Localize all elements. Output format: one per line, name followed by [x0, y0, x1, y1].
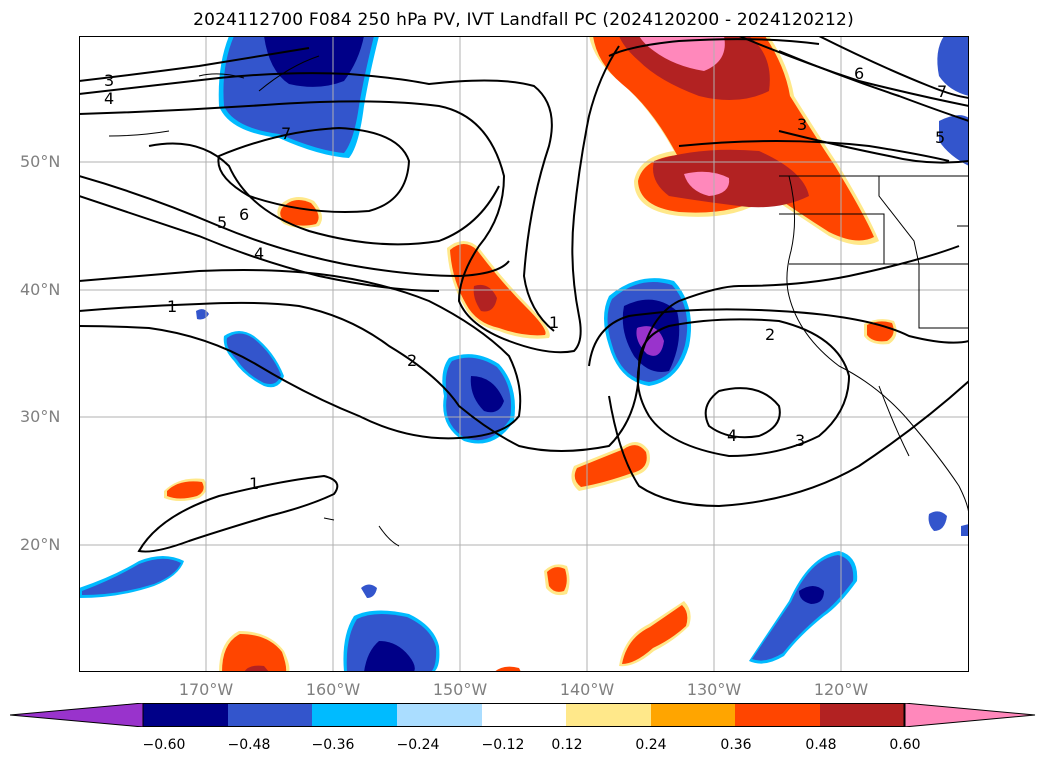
contour-label: 5 — [217, 213, 227, 232]
contour-label: 6 — [239, 205, 249, 224]
lon-label-170w: 170°W — [178, 680, 234, 699]
contour-label: 7 — [281, 124, 291, 143]
pv-positive-region — [622, 605, 688, 664]
contour-label: 3 — [104, 71, 114, 90]
pv-negative-region — [470, 376, 504, 413]
lon-label-120w: 120°W — [813, 680, 869, 699]
pv-negative-region — [364, 641, 415, 672]
lon-label-140w: 140°W — [559, 680, 615, 699]
pv-positive-region — [222, 634, 287, 672]
colorbar-segment — [735, 703, 820, 727]
lat-label-50n: 50°N — [20, 152, 61, 171]
pv-positive-region — [639, 36, 725, 71]
pv-positive-region — [473, 284, 497, 312]
lon-label-150w: 150°W — [432, 680, 488, 699]
colorbar-extend-min — [10, 703, 144, 727]
colorbar-tick-label: 0.48 — [805, 737, 837, 753]
colorbar-segment — [566, 703, 651, 727]
contour-label: 1 — [549, 313, 559, 332]
contour-label-group: 3 4 7 6 5 4 1 2 1 2 4 3 1 6 7 5 3 — [104, 64, 947, 493]
colorbar-tick-label: 0.12 — [551, 737, 583, 753]
contour-label: 4 — [104, 89, 114, 108]
colorbar-tick-label: 0.36 — [720, 737, 752, 753]
pv-positive-region — [547, 567, 567, 592]
colorbar-segment — [482, 703, 566, 727]
contour-label: 4 — [254, 244, 264, 263]
contour-label: 4 — [727, 426, 737, 445]
lat-label-30n: 30°N — [20, 407, 61, 426]
pv-positive-region — [167, 481, 204, 499]
ivt-contours — [79, 36, 969, 553]
colorbar — [10, 703, 1036, 727]
colorbar-tick-label: −0.48 — [227, 737, 271, 753]
contour-label: 3 — [797, 115, 807, 134]
colorbar-tick-label: −0.24 — [396, 737, 440, 753]
lat-label-20n: 20°N — [20, 535, 61, 554]
pv-negative-region — [939, 115, 969, 166]
colorbar-frame — [142, 703, 906, 727]
lat-label-40n: 40°N — [20, 280, 61, 299]
colorbar-tick-label: −0.36 — [311, 737, 355, 753]
pv-negative-region — [928, 511, 947, 531]
contour-label: 7 — [937, 82, 947, 101]
pv-anomaly-fills — [79, 36, 969, 672]
colorbar-tick-label: 0.60 — [889, 737, 921, 753]
coastlines — [108, 55, 969, 547]
pv-negative-region — [752, 555, 854, 661]
colorbar-segment — [312, 703, 397, 727]
contour-label: 2 — [407, 351, 417, 370]
pv-negative-region — [937, 36, 969, 96]
colorbar-tick-label: 0.24 — [635, 737, 667, 753]
colorbar-extend-max — [903, 703, 1036, 727]
colorbar-segments — [10, 703, 1036, 727]
contour-label: 6 — [854, 64, 864, 83]
colorbar-segment — [143, 703, 228, 727]
pv-negative-region — [961, 524, 969, 536]
pv-negative-region — [82, 558, 181, 595]
pv-positive-region — [494, 666, 521, 672]
contour-label: 3 — [795, 431, 805, 450]
contour-label: 2 — [765, 325, 775, 344]
contour-label: 1 — [167, 297, 177, 316]
pv-negative-region — [361, 584, 377, 598]
colorbar-tick-label: −0.12 — [481, 737, 525, 753]
pv-positive-region — [244, 665, 269, 672]
pv-positive-region — [684, 171, 730, 196]
pv-negative-region — [799, 586, 824, 604]
pv-positive-region — [574, 445, 647, 487]
colorbar-segment — [397, 703, 482, 727]
lon-label-130w: 130°W — [686, 680, 742, 699]
graticule — [79, 36, 969, 672]
pv-positive-region — [653, 149, 809, 208]
contour-label: 5 — [935, 128, 945, 147]
contour-label: 1 — [249, 474, 259, 493]
map-plot: 3 4 7 6 5 4 1 2 1 2 4 3 1 6 7 5 3 — [79, 36, 969, 672]
colorbar-segment — [820, 703, 904, 727]
colorbar-segment — [651, 703, 735, 727]
colorbar-tick-label: −0.60 — [142, 737, 186, 753]
map-frame — [79, 36, 969, 672]
map-title: 2024112700 F084 250 hPa PV, IVT Landfall… — [193, 10, 854, 30]
colorbar-segment — [228, 703, 312, 727]
lon-label-160w: 160°W — [305, 680, 361, 699]
